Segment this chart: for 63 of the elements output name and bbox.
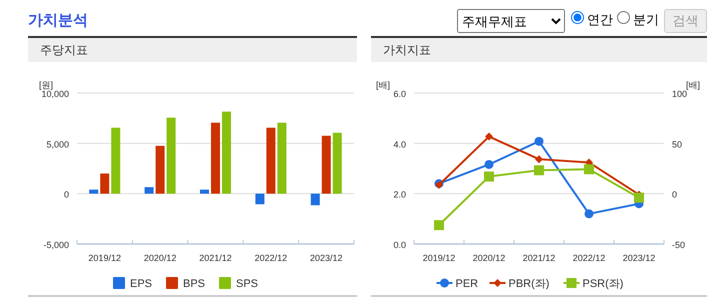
x-tick-label: 2020/12: [144, 253, 176, 263]
y-tick-label: -5,000: [43, 240, 69, 250]
bar: [111, 128, 120, 194]
point: [584, 164, 594, 174]
text: 검색: [664, 9, 707, 33]
legend-label: BPS: [183, 278, 206, 290]
bar: [222, 112, 231, 194]
legend-label: PER: [456, 278, 478, 290]
y-tick-label: 10,000: [41, 89, 69, 99]
point: [534, 165, 544, 176]
y2-tick-label: 0: [672, 190, 678, 200]
point: [584, 209, 594, 218]
x-tick-label: 2023/12: [622, 253, 656, 263]
bar: [100, 174, 110, 194]
y-tick-label: 0.0: [393, 240, 406, 250]
bar: [266, 128, 276, 194]
text: 분기: [632, 11, 659, 29]
legend-label: PSR(좌): [582, 278, 624, 290]
x-tick-label: 2022/12: [572, 253, 606, 263]
text: 연간: [586, 11, 613, 29]
point: [434, 220, 444, 230]
x-tick-label: 2021/12: [199, 253, 232, 263]
legend-label: SPS: [236, 278, 258, 290]
x-tick-label: 2020/12: [472, 253, 506, 263]
point: [534, 136, 544, 146]
x-tick-label: 2019/12: [88, 253, 121, 263]
y2-tick-label: 50: [672, 139, 682, 150]
text: 가치분석: [28, 12, 88, 29]
text: 주재무제표: [457, 9, 565, 33]
y-tick-label: 4.0: [393, 139, 406, 150]
bar: [211, 122, 220, 194]
bar: [156, 146, 165, 194]
y2-tick-label: 100: [672, 89, 688, 99]
y-tick-label: 0: [64, 190, 69, 200]
y-axis-title: [배]: [376, 80, 390, 90]
bar: [89, 190, 98, 194]
point: [535, 155, 543, 164]
x-tick-label: 2022/12: [254, 253, 288, 263]
point: [485, 132, 493, 141]
y-tick-label: 2.0: [393, 190, 406, 200]
chart-title: 주당지표: [40, 43, 88, 57]
bar: [332, 132, 342, 194]
point: [634, 192, 644, 203]
bar: [310, 194, 320, 206]
y-tick-label: 5,000: [46, 139, 69, 150]
point: [484, 160, 494, 169]
y2-tick-label: -50: [672, 240, 686, 250]
chart-title: 가치지표: [383, 43, 431, 57]
y-tick-label: 6.0: [393, 89, 406, 99]
y2-axis-title: [배]: [686, 80, 700, 90]
bar: [200, 190, 209, 194]
bar: [322, 136, 331, 194]
bar: [144, 187, 154, 194]
point: [484, 172, 494, 182]
bar: [277, 122, 286, 194]
x-tick-label: 2021/12: [522, 253, 556, 263]
x-tick-label: 2019/12: [422, 253, 456, 263]
y-axis-title: [원]: [39, 80, 54, 90]
legend-label: PBR(좌): [508, 278, 550, 290]
bar: [255, 194, 264, 204]
bar: [166, 118, 176, 194]
legend-label: EPS: [130, 278, 152, 290]
x-tick-label: 2023/12: [310, 253, 343, 263]
